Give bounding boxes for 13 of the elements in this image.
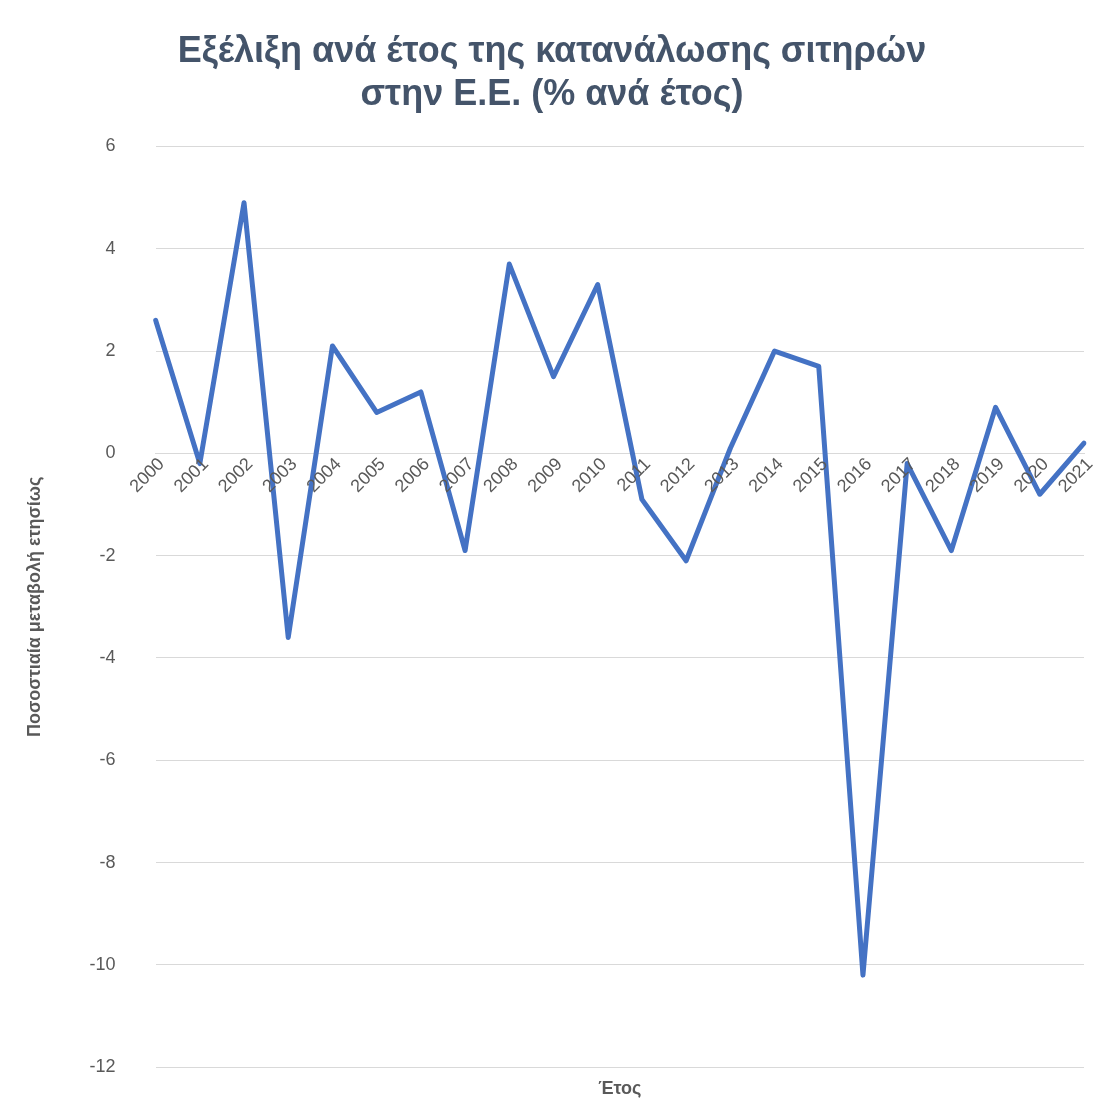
y-tick-label: 4 — [105, 237, 116, 258]
chart-title: Εξέλιξη ανά έτος της κατανάλωσης σιτηρών στην Ε.Ε. (% ανά έτος) — [177, 28, 927, 113]
y-tick-label: -2 — [99, 544, 116, 565]
y-axis-title: Ποσοστιαία μεταβολή ετησίως — [23, 476, 44, 737]
y-tick-label: -6 — [99, 749, 116, 770]
x-axis-title: Έτος — [598, 1078, 642, 1099]
y-tick-label: -8 — [99, 851, 116, 872]
y-tick-label: 2 — [105, 339, 116, 360]
y-tick-label: 6 — [105, 135, 116, 156]
y-tick-label: 0 — [105, 442, 116, 463]
y-tick-label: -4 — [99, 646, 116, 667]
y-tick-label: -12 — [89, 1056, 116, 1077]
y-tick-label: -10 — [89, 953, 116, 974]
